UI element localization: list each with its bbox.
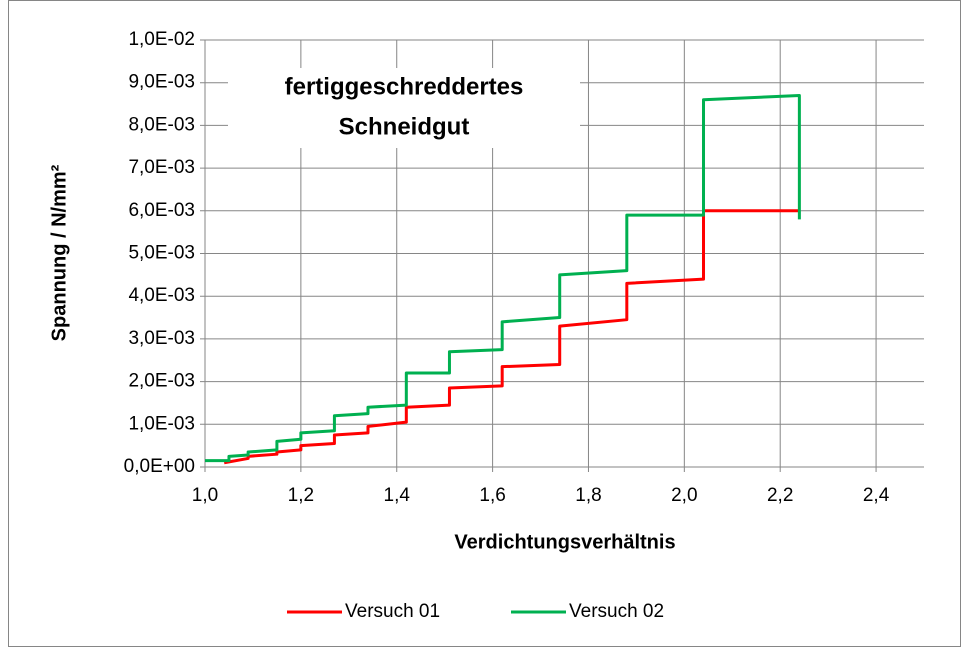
- x-tick-label: 2,0: [671, 485, 697, 506]
- annotation-box: [228, 68, 580, 148]
- x-tick-label: 1,4: [384, 485, 411, 506]
- series-line: [205, 94, 801, 463]
- y-tick-label: 8,0E-03: [128, 114, 195, 135]
- annotation: fertiggeschreddertes: [285, 73, 524, 100]
- x-tick-label: 2,4: [863, 485, 890, 506]
- y-tick-label: 2,0E-03: [128, 371, 195, 392]
- annotation: Schneidgut: [339, 113, 470, 140]
- y-tick-label: 7,0E-03: [128, 157, 195, 178]
- y-tick-label: 3,0E-03: [128, 328, 195, 349]
- x-tick-label: 1,0: [192, 485, 218, 506]
- y-tick-label: 6,0E-03: [128, 200, 195, 221]
- x-tick-label: 2,2: [767, 485, 793, 506]
- x-tick-label: 1,6: [479, 485, 505, 506]
- x-axis-title: Verdichtungsverhältnis: [454, 531, 675, 553]
- legend-label: Versuch 02: [569, 601, 664, 622]
- y-tick-label: 1,0E-03: [128, 413, 195, 434]
- y-tick-label: 0,0E+00: [124, 456, 195, 477]
- y-tick-label: 1,0E-02: [128, 29, 195, 50]
- y-axis-title: Spannung / N/mm²: [48, 164, 70, 341]
- legend-label: Versuch 01: [345, 601, 440, 622]
- x-tick-label: 1,2: [288, 485, 314, 506]
- y-tick-label: 5,0E-03: [128, 243, 195, 264]
- y-tick-label: 4,0E-03: [128, 285, 195, 306]
- y-tick-label: 9,0E-03: [128, 72, 195, 93]
- x-tick-label: 1,8: [575, 485, 601, 506]
- series-line: [223, 209, 800, 465]
